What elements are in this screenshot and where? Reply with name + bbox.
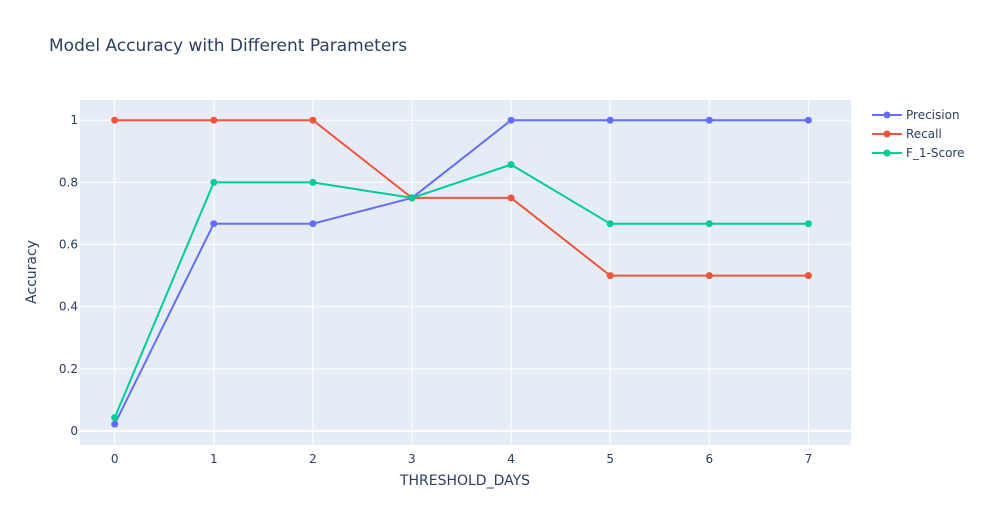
x-tick-label: 6 (705, 452, 713, 466)
plot-area (80, 100, 851, 445)
series-precision (111, 116, 812, 428)
legend-item[interactable]: Recall (872, 127, 942, 141)
data-point[interactable] (606, 220, 614, 228)
x-tick-label: 5 (606, 452, 614, 466)
data-point[interactable] (111, 420, 119, 428)
data-point[interactable] (804, 116, 812, 124)
series-group (111, 116, 812, 428)
y-tick-label: 0.6 (59, 238, 78, 252)
x-tick-label: 1 (210, 452, 218, 466)
data-point[interactable] (309, 178, 317, 186)
y-axis-ticks: 0 0.2 0.4 0.6 0.8 1 (59, 113, 78, 438)
x-axis-title: THRESHOLD_DAYS (399, 473, 530, 489)
legend-swatch-marker (883, 149, 891, 157)
x-tick-label: 3 (408, 452, 416, 466)
data-point[interactable] (210, 178, 218, 186)
series-recall (111, 116, 812, 280)
data-point[interactable] (408, 194, 416, 202)
y-tick-label: 0.4 (59, 300, 78, 314)
data-point[interactable] (606, 272, 614, 280)
data-point[interactable] (606, 116, 614, 124)
legend-label: F_1-Score (906, 146, 964, 160)
data-point[interactable] (210, 220, 218, 228)
legend-item[interactable]: Precision (872, 108, 960, 122)
y-tick-label: 0.2 (59, 362, 78, 376)
y-tick-label: 1 (70, 113, 78, 127)
y-axis-title: Accuracy (24, 240, 40, 304)
x-tick-label: 7 (805, 452, 813, 466)
series-line (113, 163, 809, 419)
data-point[interactable] (705, 116, 713, 124)
legend-label: Recall (906, 127, 942, 141)
legend-label: Precision (906, 108, 960, 122)
data-point[interactable] (804, 272, 812, 280)
data-point[interactable] (804, 220, 812, 228)
data-point[interactable] (111, 116, 119, 124)
legend-swatch-marker (883, 111, 891, 119)
legend-item[interactable]: F_1-Score (872, 146, 964, 160)
data-point[interactable] (309, 220, 317, 228)
series-line (114, 119, 809, 277)
chart-title: Model Accuracy with Different Parameters (49, 36, 407, 56)
y-tick-label: 0.8 (59, 175, 78, 189)
series-f-1-score (111, 161, 812, 422)
x-tick-label: 2 (309, 452, 317, 466)
data-point[interactable] (705, 220, 713, 228)
legend-swatch-marker (883, 130, 891, 138)
series-line (113, 119, 809, 425)
y-tick-label: 0 (70, 424, 78, 438)
data-point[interactable] (705, 272, 713, 280)
x-axis-ticks: 0 1 2 3 4 5 6 7 (111, 452, 812, 466)
legend[interactable]: Precision Recall F_1-Score (872, 108, 964, 160)
data-point[interactable] (111, 414, 119, 422)
data-point[interactable] (507, 194, 515, 202)
data-point[interactable] (210, 116, 218, 124)
data-point[interactable] (507, 161, 515, 169)
x-tick-label: 0 (111, 452, 119, 466)
data-point[interactable] (309, 116, 317, 124)
x-tick-label: 4 (507, 452, 515, 466)
data-point[interactable] (507, 116, 515, 124)
